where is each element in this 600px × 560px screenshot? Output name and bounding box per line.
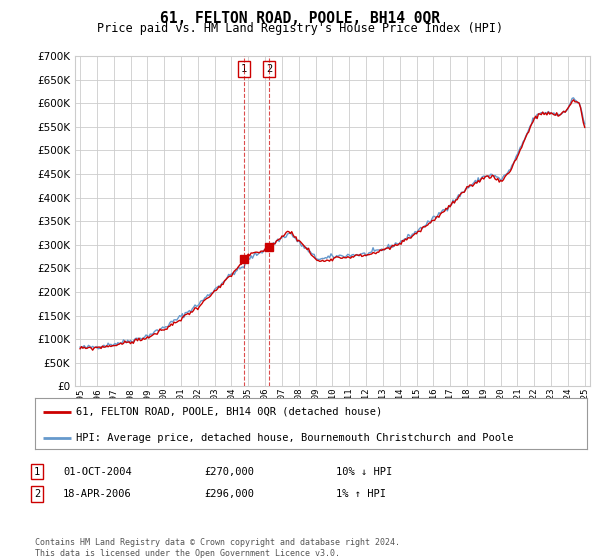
Text: £296,000: £296,000 (204, 489, 254, 499)
Text: 1: 1 (34, 466, 40, 477)
Text: 61, FELTON ROAD, POOLE, BH14 0QR: 61, FELTON ROAD, POOLE, BH14 0QR (160, 11, 440, 26)
Text: Price paid vs. HM Land Registry's House Price Index (HPI): Price paid vs. HM Land Registry's House … (97, 22, 503, 35)
Text: 01-OCT-2004: 01-OCT-2004 (63, 466, 132, 477)
Text: 61, FELTON ROAD, POOLE, BH14 0QR (detached house): 61, FELTON ROAD, POOLE, BH14 0QR (detach… (76, 407, 382, 417)
Text: 1% ↑ HPI: 1% ↑ HPI (336, 489, 386, 499)
Text: Contains HM Land Registry data © Crown copyright and database right 2024.
This d: Contains HM Land Registry data © Crown c… (35, 538, 400, 558)
Text: 1: 1 (241, 64, 247, 74)
Text: 2: 2 (266, 64, 272, 74)
Text: 2: 2 (34, 489, 40, 499)
Text: 10% ↓ HPI: 10% ↓ HPI (336, 466, 392, 477)
Text: HPI: Average price, detached house, Bournemouth Christchurch and Poole: HPI: Average price, detached house, Bour… (76, 433, 514, 443)
Text: 18-APR-2006: 18-APR-2006 (63, 489, 132, 499)
Text: £270,000: £270,000 (204, 466, 254, 477)
